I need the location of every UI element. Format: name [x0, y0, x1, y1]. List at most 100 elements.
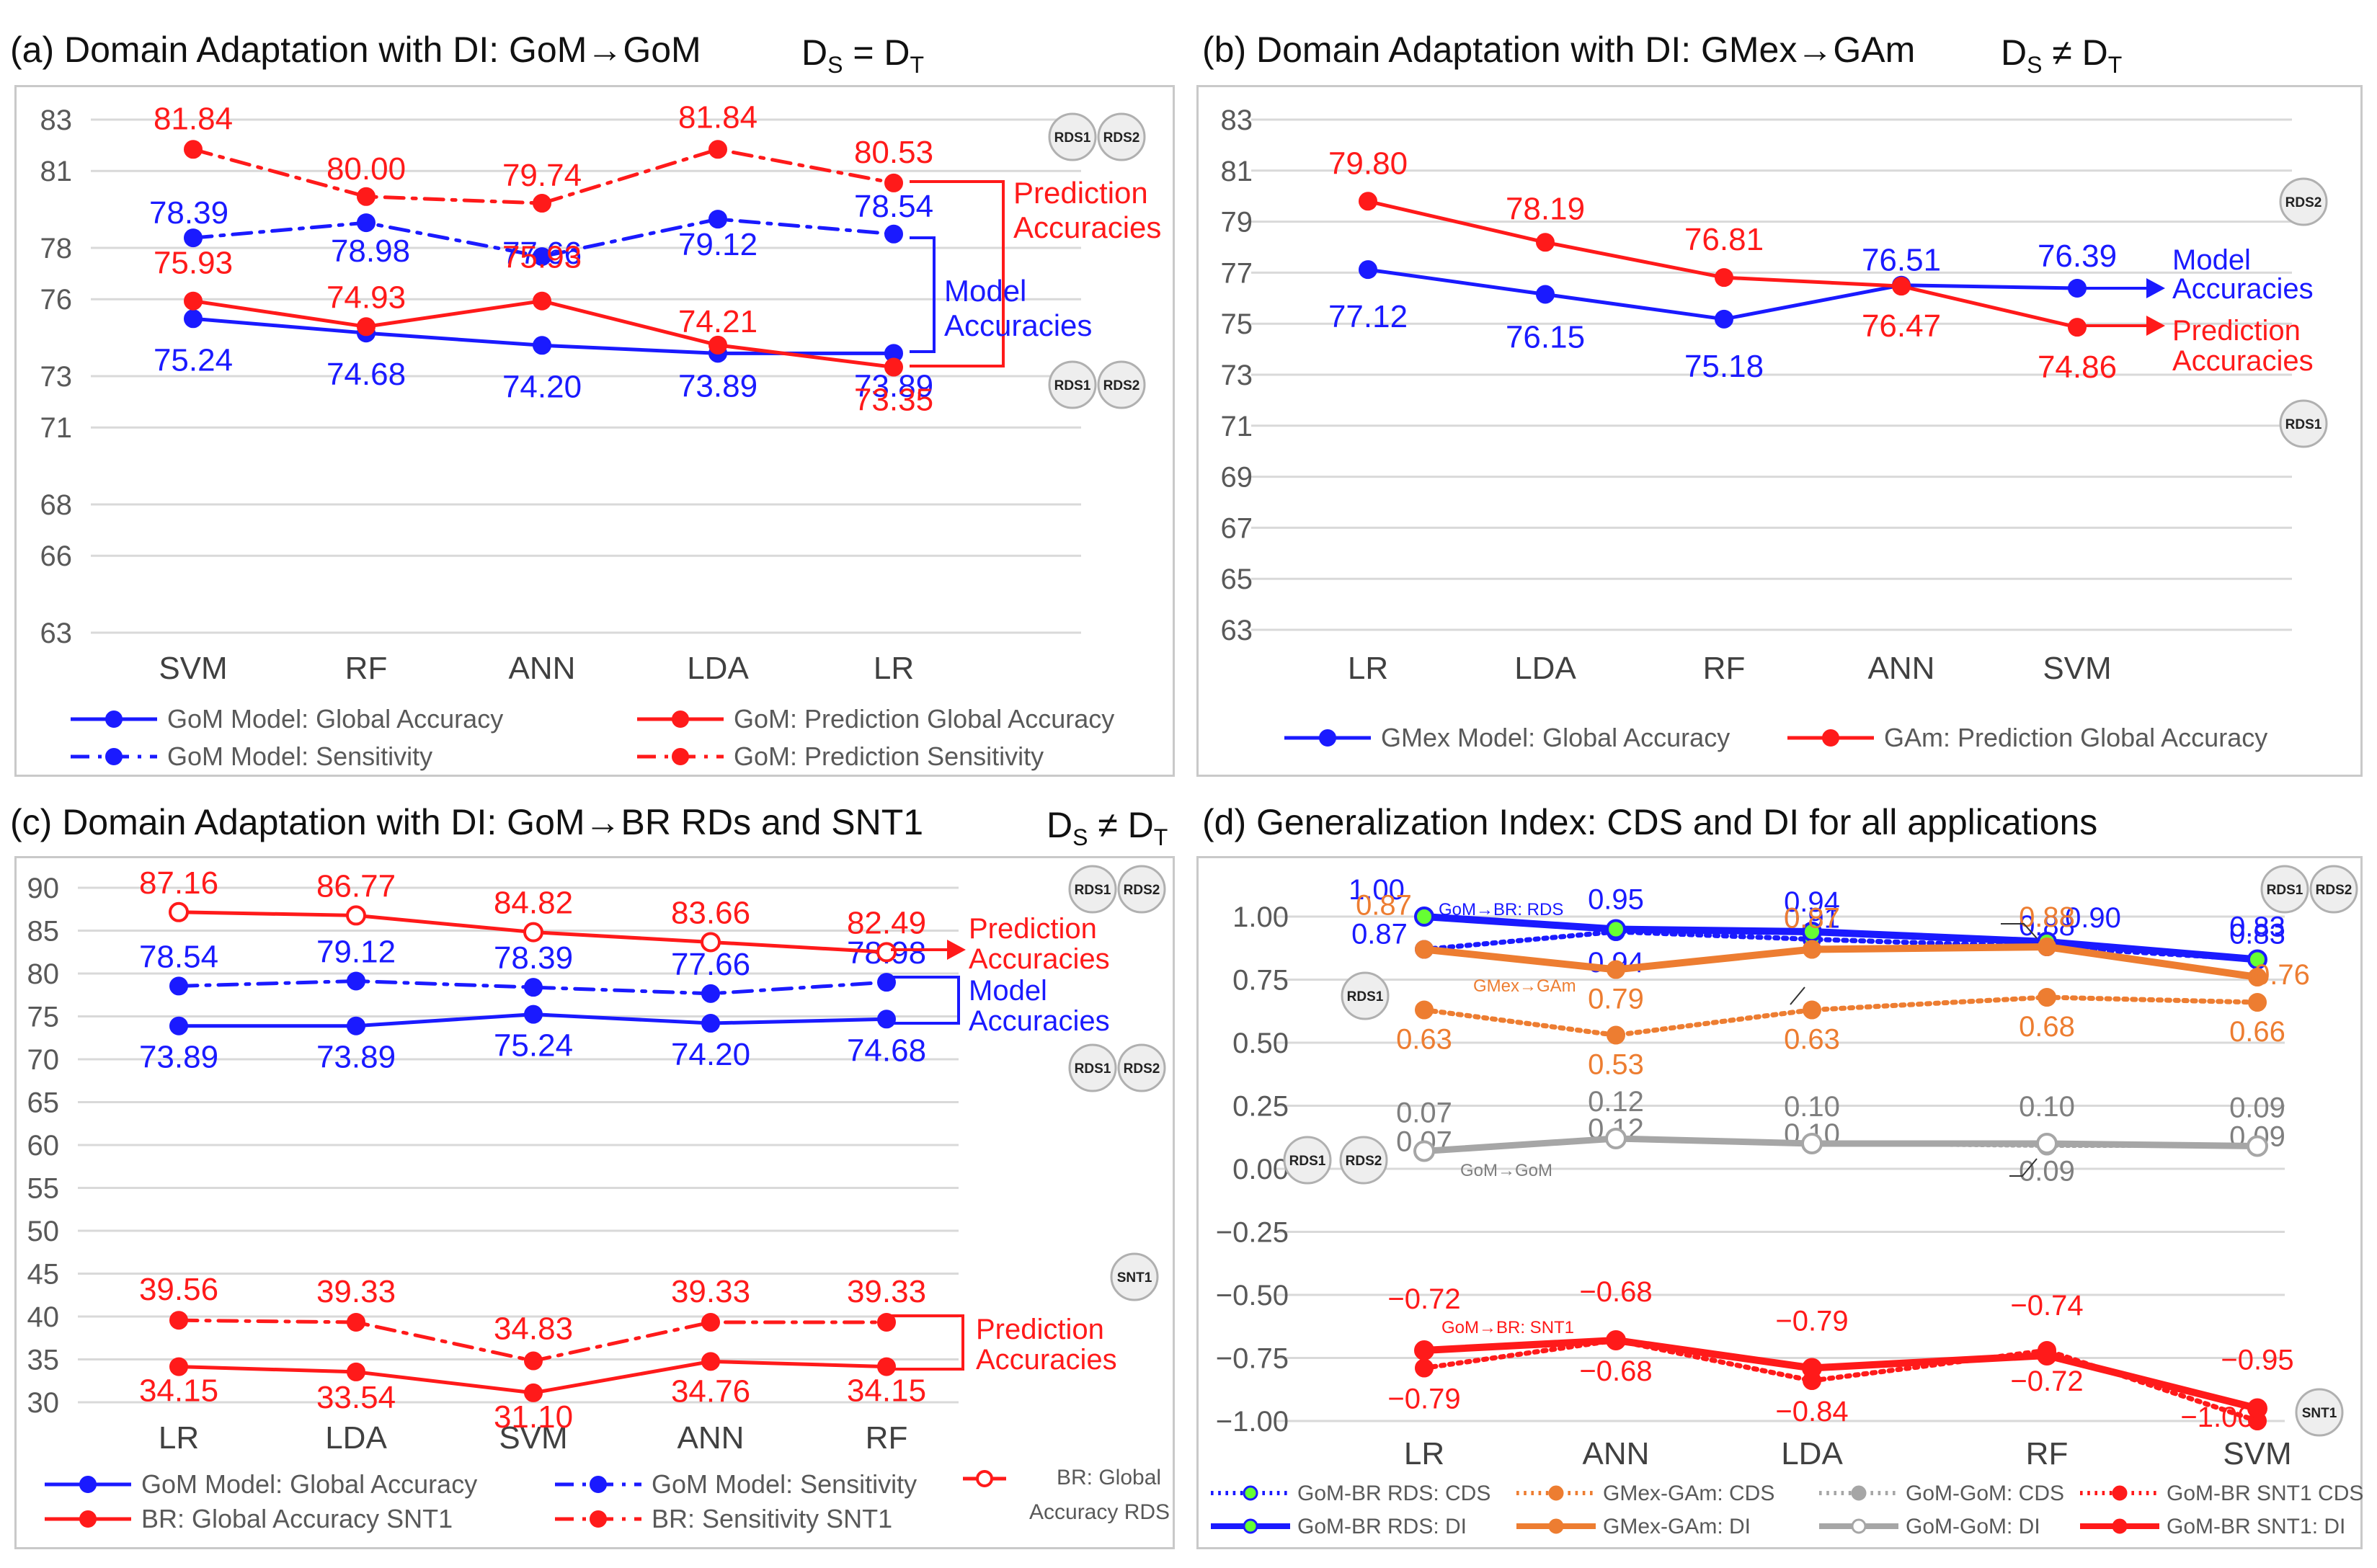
- panel-c-data-label: 73.89: [316, 1040, 396, 1075]
- panel-c-prediction-label: Accuracies: [969, 943, 1110, 975]
- panel-d-data-label: −0.79: [1387, 1384, 1460, 1415]
- panel-d-badge: RDS1: [1289, 1154, 1326, 1169]
- panel-d-y-tick-label: −1.00: [1216, 1406, 1289, 1438]
- panel-d-leader-line: [2001, 923, 2038, 939]
- panel-c-data-point: [877, 1357, 896, 1376]
- ds-d: D: [2001, 32, 2027, 73]
- panel-c-data-label: 73.89: [139, 1040, 218, 1075]
- panel-d-series-annotation: GoM→GoM: [1460, 1161, 1552, 1180]
- panel-d-data-label: 0.87: [1351, 919, 1408, 950]
- panel-c-y-tick-label: 90: [27, 873, 60, 904]
- panel-a-legend-item: GoM Model: Global Accuracy: [167, 704, 503, 734]
- panel-c-prediction-label: Prediction: [976, 1314, 1104, 1345]
- panel-d-data-label: −0.79: [1775, 1306, 1848, 1337]
- panel-a-data-label: 74.21: [678, 304, 757, 339]
- panel-c-data-label: 83.66: [671, 895, 750, 930]
- panel-a-model-label: Model: [944, 274, 1026, 308]
- panel-d-data-point: [2038, 988, 2056, 1007]
- panel-b-model-label: Accuracies: [2172, 273, 2314, 305]
- panel-c-data-label: 34.15: [139, 1373, 218, 1409]
- panel-c-series-line: [177, 979, 889, 996]
- panel-a-x-tick-label: ANN: [509, 651, 576, 686]
- panel-d-data-point: [1413, 1140, 1435, 1162]
- panel-d-y-tick-label: 1.00: [1232, 901, 1289, 933]
- panel-d-data-point: [1607, 960, 1625, 979]
- panel-c-data-point: [169, 1311, 188, 1330]
- panel-c-badge-circle: [1110, 1252, 1159, 1301]
- panel-a-prediction-label: Accuracies: [1013, 210, 1161, 244]
- panel-c-x-tick-label: LR: [159, 1420, 199, 1456]
- panel-b-data-point: [1536, 285, 1555, 304]
- panel-c-data-label: 84.82: [494, 886, 573, 921]
- panel-d-data-point: [2248, 993, 2267, 1012]
- panel-d-data-point: [1802, 1358, 1822, 1378]
- panel-d-legend-item: GoM-BR RDS: DI: [1297, 1515, 1467, 1538]
- panel-b-prediction-label: Prediction: [2172, 315, 2301, 347]
- panel-d-data-point: [2037, 1345, 2057, 1366]
- panel-d-legend-item-marker: [1851, 1485, 1867, 1501]
- panel-c-data-label: 39.33: [671, 1274, 750, 1309]
- panel-b-x-tick-label: LDA: [1514, 651, 1576, 686]
- panel-a-data-label: 81.84: [678, 99, 757, 135]
- panel-d-data-label: 0.63: [1784, 1024, 1840, 1056]
- panel-c-y-tick-label: 45: [27, 1259, 60, 1291]
- panel-c-prediction-label: Accuracies: [976, 1344, 1117, 1376]
- panel-a-data-point: [533, 247, 551, 267]
- panel-c-data-point: [701, 1352, 720, 1371]
- ds-sub-t: T: [910, 52, 925, 78]
- panel-a-data-label: 75.93: [502, 240, 582, 275]
- panel-d-data-point: [1415, 1000, 1434, 1020]
- panel-b-y-tick-label: 81: [1221, 156, 1253, 187]
- panel-c-x-tick-label: SVM: [499, 1420, 567, 1456]
- panel-c-y-tick-label: 40: [27, 1301, 60, 1333]
- panel-a-model-label: Accuracies: [944, 308, 1092, 342]
- panel-d-data-label: −0.74: [2010, 1290, 2083, 1322]
- panel-c-badge: RDS2: [1124, 1061, 1160, 1077]
- panel-d-legend-item-marker: [2112, 1485, 2128, 1501]
- panel-a-data-point: [357, 213, 376, 233]
- panel-c-prediction-arrowhead: [947, 940, 966, 960]
- panel-a-prediction-label: Prediction: [1013, 176, 1148, 210]
- panel-c-y-tick-label: 85: [27, 916, 60, 948]
- panel-d-data-point: [2038, 937, 2056, 956]
- ds-d: D: [801, 32, 828, 73]
- panel-c-badge: RDS2: [1124, 883, 1160, 898]
- panel-d-data-point: [1607, 1025, 1625, 1045]
- panel-b-y-tick-label: 67: [1221, 512, 1253, 544]
- panel-d-data-label: 0.90: [2065, 902, 2121, 934]
- panel-a-legend-item: GoM Model: Sensitivity: [167, 741, 432, 771]
- panel-d-series-annotation: GoM→BR: SNT1: [1441, 1318, 1574, 1337]
- panel-b-model-label: Model: [2172, 244, 2251, 276]
- panel-a-y-tick-label: 71: [40, 412, 73, 444]
- panel-d-y-tick-label: −0.25: [1216, 1217, 1289, 1249]
- panel-c-y-tick-label: 75: [27, 1002, 60, 1033]
- panel-c-data-label: 79.12: [316, 934, 396, 969]
- panel-d-data-point: [1414, 906, 1434, 927]
- panel-c-badge-circle: [1117, 1043, 1166, 1092]
- panel-c-data-point: [523, 922, 543, 943]
- panel-a-badge: RDS1: [1054, 378, 1091, 393]
- ds-rel: = D: [843, 32, 910, 73]
- panel-c-data-label: 78.54: [139, 939, 218, 974]
- panel-a-badge-circle: [1048, 112, 1097, 161]
- panel-d-legend-item-marker: [1548, 1485, 1564, 1501]
- panel-d-data-label: 0.87: [1356, 890, 1412, 922]
- panel-a-data-point: [184, 309, 203, 329]
- panel-b-badge: RDS1: [2285, 417, 2322, 432]
- panel-b-prediction-label: Accuracies: [2172, 345, 2314, 377]
- panel-a-badge-circle: [1097, 112, 1146, 161]
- panel-d-data-label: 0.09: [2019, 1156, 2075, 1188]
- panel-c-data-point: [346, 905, 366, 926]
- panel-c-badge: RDS1: [1075, 1061, 1111, 1077]
- panel-a-data-label: 80.53: [854, 135, 933, 170]
- panel-d-series-line: [1421, 1135, 2261, 1154]
- panel-b-y-tick-label: 69: [1221, 462, 1253, 494]
- panel-b-legend-item: GAm: Prediction Global Accuracy: [1884, 723, 2267, 752]
- panel-a-badge-circle: [1048, 360, 1097, 409]
- panel-d-y-tick-label: 0.50: [1232, 1028, 1289, 1059]
- panel-c-data-point: [877, 1010, 896, 1029]
- panel-c-data-point: [347, 1362, 365, 1381]
- panel-c-data-point: [169, 1357, 188, 1376]
- panel-c-data-label: 33.54: [316, 1380, 396, 1415]
- panel-c-legend-item: GoM Model: Global Accuracy: [141, 1469, 477, 1499]
